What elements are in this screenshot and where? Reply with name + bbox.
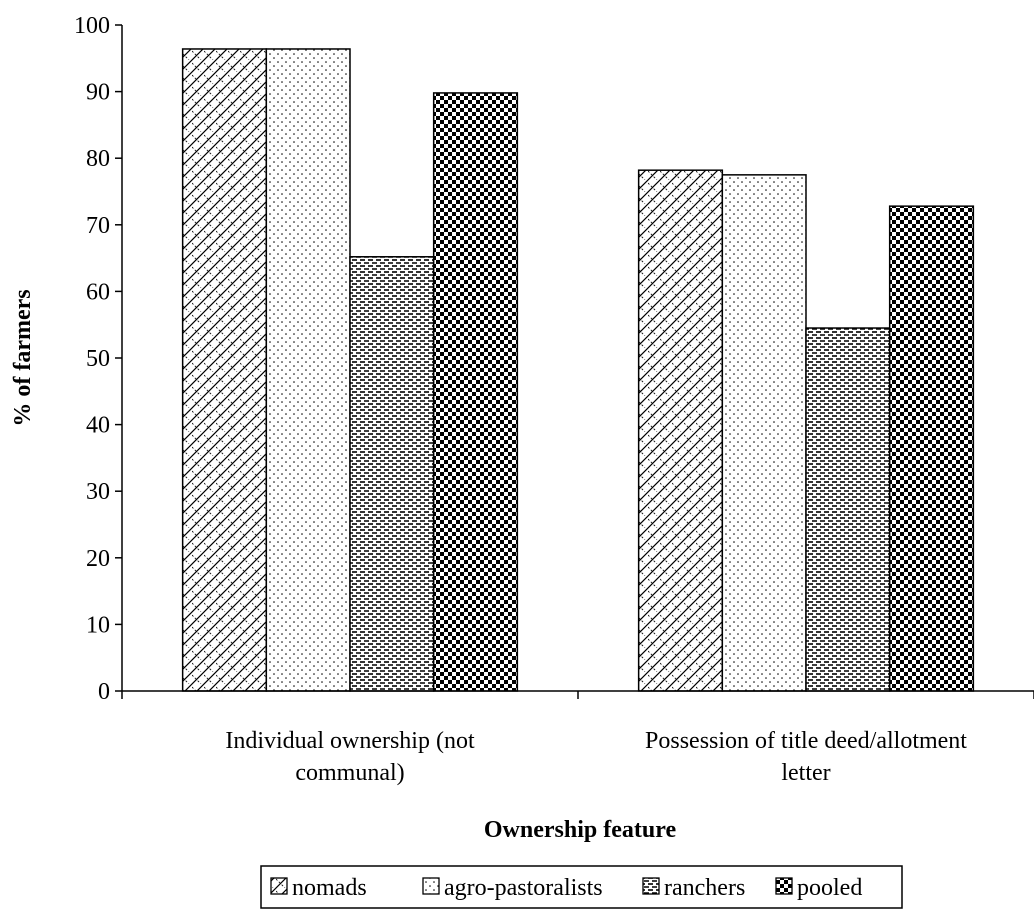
plot-bars: [181, 48, 975, 692]
y-tick-label: 70: [86, 213, 110, 239]
bar-ranchers-2: [805, 327, 891, 692]
y-tick-label: 0: [98, 679, 110, 705]
bar-nomads-1: [181, 48, 268, 692]
bar-pooled-2: [888, 205, 975, 692]
y-tick-label: 100: [74, 13, 110, 39]
y-tick-label: 90: [86, 80, 110, 106]
y-tick-label: 20: [86, 546, 110, 572]
y-tick-label: 10: [86, 612, 110, 638]
y-axis-title: % of farmers: [10, 289, 36, 426]
bar-nomads-2: [637, 169, 724, 692]
y-axis: 0 10 20 30 40 50 60 70 80 90 100: [74, 13, 123, 705]
x-axis-title: Ownership feature: [484, 817, 677, 843]
legend-swatch-pooled: [775, 877, 793, 895]
y-tick-label: 60: [86, 279, 110, 305]
legend-label-ranchers: ranchers: [664, 875, 745, 901]
y-tick-label: 80: [86, 146, 110, 172]
legend-box: [260, 865, 903, 909]
bar-ranchers-1: [349, 256, 435, 692]
legend-swatch-agro-pastoralists: [422, 877, 440, 895]
legend-swatch-nomads: [270, 877, 288, 895]
legend-label-agro-pastoralists: agro-pastoralists: [444, 875, 603, 901]
legend-label-nomads: nomads: [292, 875, 367, 901]
bar-pooled-1: [432, 92, 519, 692]
legend-swatch-ranchers: [642, 877, 660, 895]
x-tick-label: Possession of title deed/allotment letter: [645, 728, 967, 786]
y-tick-label: 30: [86, 479, 110, 505]
x-tick-label: Individual ownership (not communal): [225, 728, 475, 786]
x-axis: Individual ownership (not communal) Posses…: [121, 690, 1034, 786]
bar-agro-pastoralists-2: [721, 174, 807, 692]
legend-label-pooled: pooled: [797, 875, 862, 901]
legend: nomads agro-pastoralists ranchers pooled: [260, 865, 903, 909]
y-tick-label: 50: [86, 346, 110, 372]
y-tick-label: 40: [86, 413, 110, 439]
bar-agro-pastoralists-1: [265, 48, 351, 692]
